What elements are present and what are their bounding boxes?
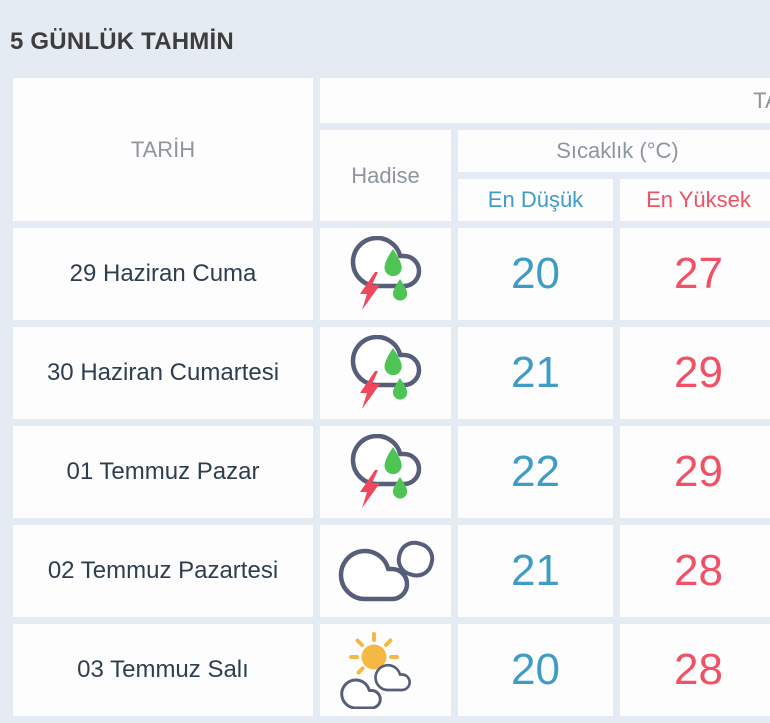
forecast-row: 29 Haziran Cuma 20 27 — [13, 228, 770, 320]
min-temp: 20 — [458, 624, 613, 716]
column-header-date: TARİH — [13, 78, 313, 221]
storm-rain-icon — [350, 335, 421, 409]
forecast-date: 02 Temmuz Pazartesi — [13, 525, 313, 617]
max-temp: 29 — [620, 327, 770, 419]
forecast-date: 01 Temmuz Pazar — [13, 426, 313, 518]
max-temp: 28 — [620, 624, 770, 716]
cloudy-icon — [338, 540, 434, 602]
min-temp: 20 — [458, 228, 613, 320]
min-temp: 21 — [458, 327, 613, 419]
weather-icon-cell — [320, 327, 451, 419]
max-temp: 28 — [620, 525, 770, 617]
column-header-temperature-group: Sıcaklık (°C) — [458, 130, 770, 172]
partly-sunny-icon — [339, 632, 411, 709]
forecast-row: 02 Temmuz Pazartesi 21 28 — [13, 525, 770, 617]
column-header-min-temp: En Düşük — [458, 179, 613, 221]
forecast-table: TARİH TAHMİN Hadise Sıcaklık (°C) En Düş… — [6, 71, 770, 723]
column-header-event: Hadise — [320, 130, 451, 221]
max-temp: 27 — [620, 228, 770, 320]
storm-rain-icon — [350, 236, 421, 310]
weather-icon-cell — [320, 228, 451, 320]
page-title: 5 GÜNLÜK TAHMİN — [10, 28, 234, 55]
forecast-row: 01 Temmuz Pazar 22 29 — [13, 426, 770, 518]
forecast-row: 03 Temmuz Salı 20 28 — [13, 624, 770, 716]
forecast-row: 30 Haziran Cumartesi 21 29 — [13, 327, 770, 419]
forecast-date: 03 Temmuz Salı — [13, 624, 313, 716]
max-temp: 29 — [620, 426, 770, 518]
weather-icon-cell — [320, 426, 451, 518]
forecast-date: 30 Haziran Cumartesi — [13, 327, 313, 419]
column-header-max-temp: En Yüksek — [620, 179, 770, 221]
weather-icon-cell — [320, 624, 451, 716]
forecast-date: 29 Haziran Cuma — [13, 228, 313, 320]
min-temp: 21 — [458, 525, 613, 617]
min-temp: 22 — [458, 426, 613, 518]
weather-icon-cell — [320, 525, 451, 617]
column-header-forecast-group: TAHMİN — [320, 78, 770, 123]
storm-rain-icon — [350, 434, 421, 508]
